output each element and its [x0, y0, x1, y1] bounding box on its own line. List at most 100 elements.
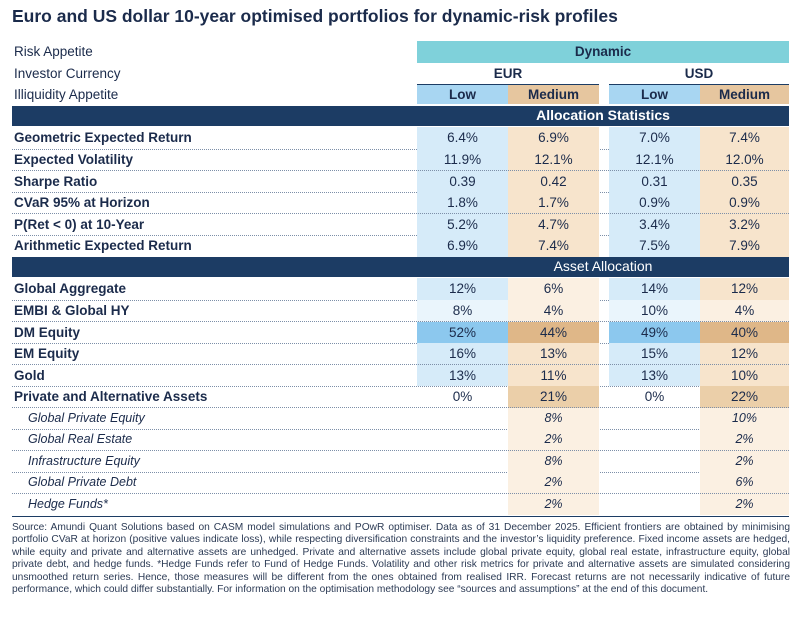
illiquidity-appetite-row: Illiquidity Appetite Low Medium Low Medi… [12, 85, 789, 104]
row-label: Private and Alternative Assets [14, 389, 208, 404]
cell-eur-medium: 11% [508, 364, 599, 386]
cell-eur-medium: 8% [508, 407, 599, 429]
cell-usd-low: 14% [609, 278, 700, 300]
table-row: Infrastructure Equity 8% 2% [12, 450, 789, 472]
cell-usd-low: 3.4% [609, 213, 700, 235]
row-label: EM Equity [14, 346, 80, 361]
cell-eur-low: 0.39 [417, 170, 508, 192]
sub-row-label: Global Real Estate [28, 432, 133, 446]
table-row: Geometric Expected Return 6.4% 6.9% 7.0%… [12, 127, 789, 149]
cell-eur-low: 1.8% [417, 192, 508, 214]
row-divider [12, 213, 789, 214]
eur-underline [417, 84, 599, 85]
cell-usd-medium: 2% [700, 450, 789, 472]
row-label: EMBI & Global HY [14, 303, 130, 318]
cell-usd-low: 49% [609, 321, 700, 343]
currency-usd-header: USD [684, 66, 714, 81]
cell-eur-low: 52% [417, 321, 508, 343]
cell-usd-medium: 12.0% [700, 149, 789, 171]
cell-usd-low: 15% [609, 343, 700, 365]
table-row: Global Aggregate 12% 6% 14% 12% [12, 278, 789, 300]
cell-eur-low: 0% [452, 389, 473, 404]
risk-appetite-value: Dynamic [417, 41, 789, 63]
cell-usd-medium: 2% [700, 493, 789, 515]
row-divider [12, 342, 789, 344]
illiquidity-appetite-label: Illiquidity Appetite [14, 87, 119, 102]
cell-usd-medium: 12% [700, 278, 789, 300]
row-label: P(Ret < 0) at 10-Year [14, 216, 145, 232]
cell-eur-medium: 4% [508, 300, 599, 322]
cell-usd-medium: 7.4% [700, 127, 789, 149]
cell-usd-medium: 0.9% [700, 192, 789, 214]
row-label: Gold [14, 367, 45, 383]
cell-usd-low: 0.31 [609, 170, 700, 192]
table-row: Expected Volatility 11.9% 12.1% 12.1% 12… [12, 149, 789, 171]
cell-usd-low: 0% [644, 389, 665, 404]
row-divider [12, 385, 789, 387]
table-row: Arithmetic Expected Return 6.9% 7.4% 7.5… [12, 235, 789, 257]
row-label: Sharpe Ratio [14, 173, 98, 189]
row-label: CVaR 95% at Horizon [14, 195, 150, 210]
sub-row-label: Hedge Funds* [28, 496, 108, 511]
row-divider [12, 407, 789, 408]
row-divider [12, 148, 789, 150]
cell-usd-low: 7.5% [609, 235, 700, 257]
allocation-statistics-band: Allocation Statistics [12, 106, 789, 126]
cell-eur-low: 6.9% [417, 235, 508, 257]
cell-eur-medium: 0.42 [508, 170, 599, 192]
row-label: Arithmetic Expected Return [14, 238, 192, 253]
cell-usd-medium: 10% [700, 364, 789, 386]
cell-usd-medium: 40% [700, 321, 789, 343]
col-header-eur-medium: Medium [508, 85, 599, 104]
table-row: P(Ret < 0) at 10-Year 5.2% 4.7% 3.4% 3.2… [12, 213, 789, 235]
cell-eur-low: 5.2% [417, 213, 508, 235]
usd-underline [609, 84, 789, 85]
cell-eur-medium: 2% [508, 493, 599, 515]
cell-eur-low: 8% [417, 300, 508, 322]
cell-eur-low: 6.4% [417, 127, 508, 149]
cell-eur-low: 16% [417, 343, 508, 365]
asset-allocation-title: Asset Allocation [553, 258, 653, 274]
col-header-usd-medium: Medium [700, 85, 789, 104]
table-row: Sharpe Ratio 0.39 0.42 0.31 0.35 [12, 170, 789, 192]
cell-eur-medium: 21% [508, 386, 599, 408]
col-header-eur-low: Low [417, 85, 508, 104]
row-divider [12, 364, 789, 365]
row-label: Global Aggregate [14, 281, 127, 296]
cell-eur-low: 11.9% [417, 149, 508, 171]
row-label: DM Equity [14, 324, 80, 340]
risk-appetite-row: Risk Appetite Dynamic [12, 41, 789, 63]
cell-eur-medium: 2% [508, 429, 599, 451]
risk-appetite-label: Risk Appetite [14, 44, 93, 59]
table-row: DM Equity 52% 44% 49% 40% [12, 321, 789, 343]
row-divider [12, 234, 789, 236]
cell-eur-medium: 6.9% [508, 127, 599, 149]
cell-usd-low: 12.1% [609, 149, 700, 171]
investor-currency-label: Investor Currency [14, 66, 121, 81]
row-divider [12, 191, 789, 193]
cell-usd-low: 7.0% [609, 127, 700, 149]
table-row: Hedge Funds* 2% 2% [12, 493, 789, 515]
cell-eur-medium: 1.7% [508, 192, 599, 214]
page-title: Euro and US dollar 10-year optimised por… [12, 6, 618, 26]
table-row: Global Real Estate 2% 2% [12, 429, 789, 451]
table-row: EM Equity 16% 13% 15% 12% [12, 343, 789, 365]
allocation-statistics-title: Allocation Statistics [536, 107, 670, 123]
table-bottom-rule [12, 516, 789, 517]
sub-row-label: Global Private Equity [28, 410, 145, 425]
row-divider [12, 321, 789, 322]
cell-eur-low: 12% [417, 278, 508, 300]
cell-usd-medium: 4% [700, 300, 789, 322]
cell-eur-medium: 4.7% [508, 213, 599, 235]
table-row: Gold 13% 11% 13% 10% [12, 364, 789, 386]
table-row: Global Private Equity 8% 10% [12, 407, 789, 429]
cell-eur-medium: 8% [508, 450, 599, 472]
currency-eur-header: EUR [493, 66, 523, 81]
row-divider [12, 450, 789, 451]
col-header-usd-low: Low [609, 85, 700, 104]
cell-eur-medium: 12.1% [508, 149, 599, 171]
footnote: Source: Amundi Quant Solutions based on … [12, 522, 790, 596]
row-divider [12, 428, 789, 430]
sub-row-label: Global Private Debt [28, 475, 137, 489]
cell-usd-medium: 6% [700, 472, 789, 494]
